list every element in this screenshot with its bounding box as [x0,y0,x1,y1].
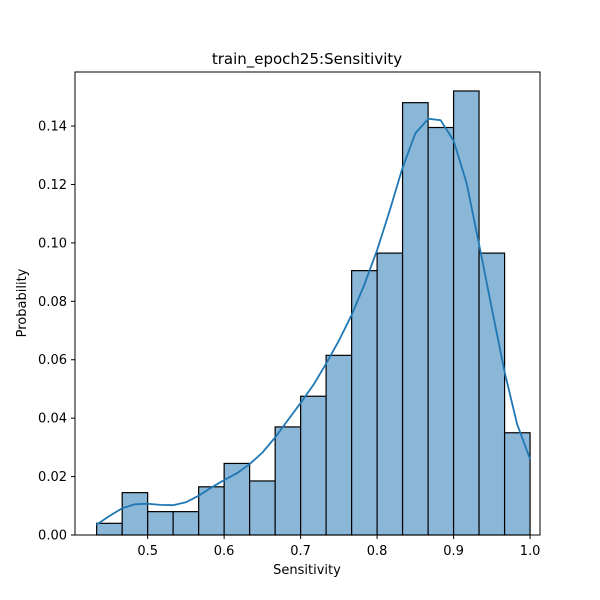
histogram-bar [325,354,353,536]
histogram-bar [96,522,123,536]
histogram-bar [172,511,200,536]
histogram-bar [274,426,302,536]
chart-title: train_epoch25:Sensitivity [212,50,402,69]
histogram-bar [452,90,480,536]
y-tick-label: 0.04 [38,412,67,427]
y-tick-label: 0.10 [38,236,67,251]
histogram-bar [401,102,429,536]
x-tick-label: 0.6 [214,544,235,559]
histogram-bars [96,90,531,536]
y-tick-label: 0.00 [38,529,67,544]
kde-curve [95,117,531,526]
y-tick-label: 0.12 [38,178,67,193]
y-tick-label: 0.08 [38,295,67,310]
x-tick-label: 0.5 [137,544,158,559]
x-tick-label: 0.7 [290,544,311,559]
x-tick-label: 0.8 [367,544,388,559]
histogram-bar [427,126,455,536]
histogram-bar [249,480,276,536]
y-tick-label: 0.14 [38,120,67,135]
histogram-bar [223,462,251,536]
y-tick-label: 0.02 [38,470,67,485]
histogram-bar [198,486,225,536]
x-tick-label: 1.0 [520,544,541,559]
y-tick-label: 0.06 [38,353,67,368]
histogram-bar [478,252,506,536]
histogram-bar [351,270,378,536]
x-tick-label: 0.9 [443,544,464,559]
y-axis-ticks: 0.00 0.02 0.04 0.06 0.08 0.10 0.12 0.14 [38,120,75,544]
y-axis-label: Probability [15,268,30,337]
histogram-bar [300,395,327,536]
x-axis-label: Sensitivity [273,563,341,578]
histogram-bar [121,492,149,536]
plot-frame [74,71,541,536]
x-axis-ticks: 0.5 0.6 0.7 0.8 0.9 1.0 [137,535,540,559]
histogram-bar [147,511,174,536]
histogram-bar [376,252,404,536]
